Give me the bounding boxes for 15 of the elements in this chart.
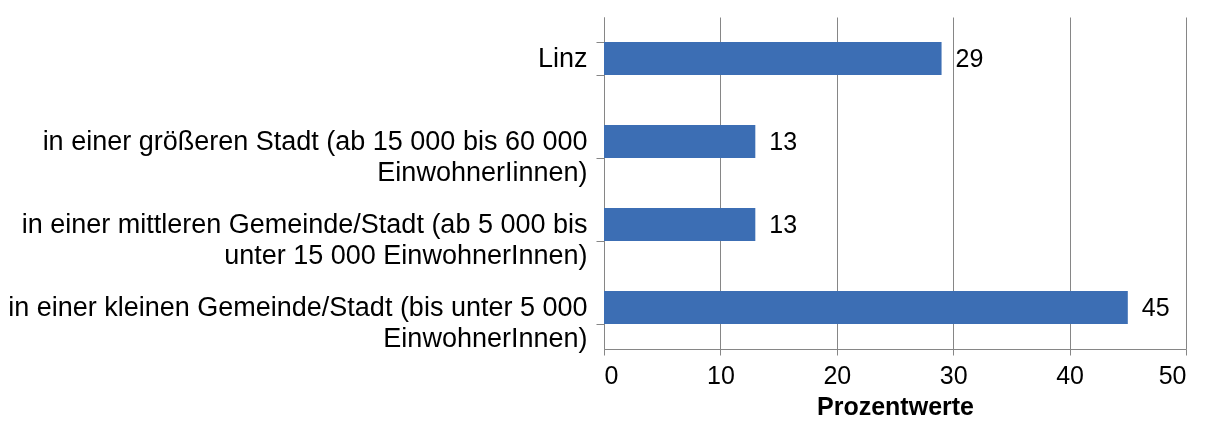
data-label: 13 bbox=[769, 126, 798, 155]
x-axis-title: Prozentwerte bbox=[817, 391, 975, 420]
x-tick-label: 20 bbox=[823, 360, 852, 389]
x-tick-label: 40 bbox=[1056, 360, 1085, 389]
data-label: 13 bbox=[769, 209, 798, 238]
y-tick-label: in einer kleinen Gemeinde/Stadt (bis unter 5 000 EinwohnerInnen) bbox=[8, 292, 588, 353]
x-tick-label: 30 bbox=[939, 360, 968, 389]
x-tick-label: 10 bbox=[706, 360, 735, 389]
y-tick-label: Linz bbox=[537, 43, 588, 73]
data-label: 29 bbox=[955, 43, 984, 72]
y-tick-label: in einer mittleren Gemeinde/Stadt (ab 5 000 bis unter 15 000 EinwohnerInnen) bbox=[21, 209, 588, 270]
x-tick-label: 50 bbox=[1158, 360, 1187, 389]
y-tick-label: in einer größeren Stadt (ab 15 000 bis 60 000 EinwohnerIinnen) bbox=[42, 126, 588, 187]
data-label: 45 bbox=[1141, 292, 1170, 321]
x-tick-label: 0 bbox=[604, 360, 619, 389]
